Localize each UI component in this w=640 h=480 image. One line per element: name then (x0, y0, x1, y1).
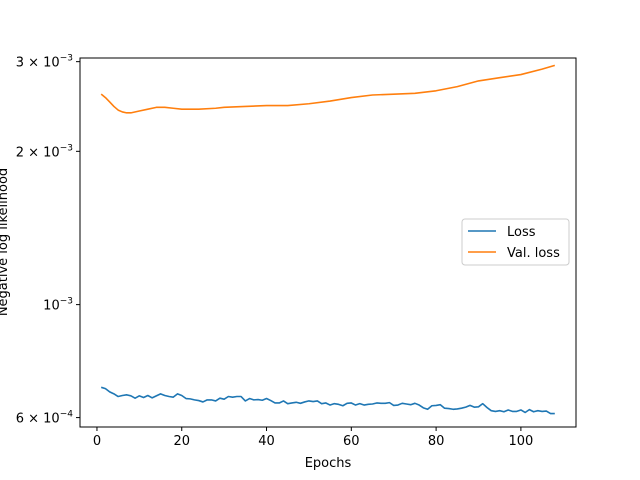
y-tick-label: 6 × 10−4 (16, 410, 74, 427)
series-line-val-loss (100, 64, 556, 114)
x-tick-label: 20 (173, 434, 190, 449)
legend-label: Loss (507, 225, 536, 240)
x-tick-label: 0 (93, 434, 101, 449)
series-line-loss (100, 386, 555, 415)
y-tick-label: 10−3 (43, 297, 73, 314)
y-axis: 6 × 10−4 10−3 2 × 10−3 3 × 10−3 (16, 54, 80, 427)
x-tick-label: 40 (258, 434, 275, 449)
x-axis-title: Epochs (305, 456, 352, 471)
x-tick-label: 80 (428, 434, 445, 449)
y-axis-title: Negative log likelihood (0, 168, 11, 316)
plot-frame (79, 57, 577, 428)
y-tick-label: 3 × 10−3 (16, 54, 73, 71)
y-tick-label: 2 × 10−3 (16, 143, 73, 160)
x-tick-label: 60 (343, 434, 360, 449)
x-tick-label: 100 (508, 434, 533, 449)
series-layer (100, 64, 556, 415)
legend-label: Val. loss (507, 246, 560, 261)
x-axis: 0 20 40 60 80 100 (93, 427, 533, 449)
legend: Loss Val. loss (461, 218, 570, 266)
